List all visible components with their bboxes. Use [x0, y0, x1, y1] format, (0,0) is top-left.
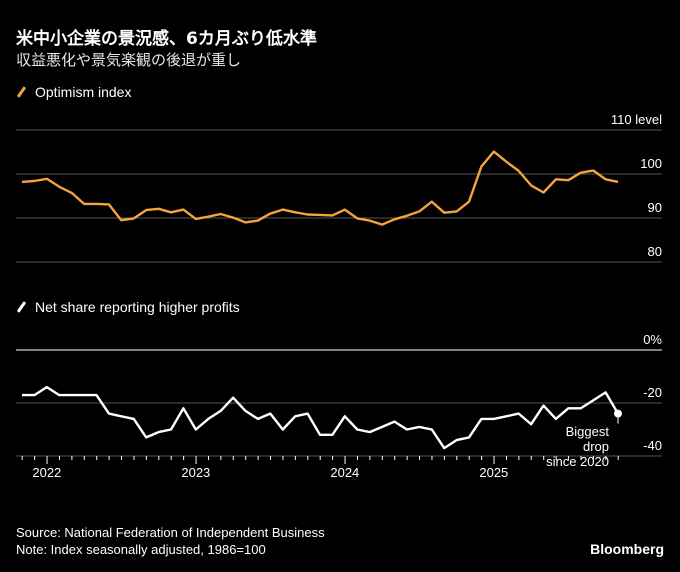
y-tick-label-profits: -20 — [643, 385, 662, 400]
annotation-text: drop — [583, 439, 609, 454]
chart-title: 米中小企業の景況感、6カ月ぶり低水準 — [16, 29, 317, 49]
legend-optimism-label: Optimism index — [35, 84, 132, 100]
y-tick-label-optimism: 80 — [648, 244, 662, 259]
y-tick-label-optimism: 90 — [648, 200, 662, 215]
legend-profits-label: Net share reporting higher profits — [35, 299, 240, 315]
bloomberg-logo: Bloomberg — [590, 541, 664, 557]
y-tick-label-optimism: 110 level — [611, 112, 662, 127]
x-tick-label: 2024 — [330, 465, 359, 480]
legend-profits: Net share reporting higher profits — [16, 299, 240, 315]
series-line-profits — [22, 385, 620, 450]
chart-subtitle: 収益悪化や景気楽観の後退が重し — [16, 51, 242, 69]
source-note: Source: National Federation of Independe… — [16, 525, 325, 540]
annotation-text: since 2020 — [546, 454, 609, 469]
y-tick-label-profits: 0% — [643, 332, 662, 347]
y-tick-label-profits: -40 — [643, 438, 662, 453]
legend-optimism: Optimism index — [16, 84, 131, 100]
y-tick-label-optimism: 100 — [640, 156, 662, 171]
last-point-marker — [614, 409, 622, 418]
x-tick-label: 2023 — [181, 465, 210, 480]
series-line-optimism — [21, 150, 619, 226]
x-tick-label: 2022 — [32, 465, 61, 480]
index-note: Note: Index seasonally adjusted, 1986=10… — [16, 542, 266, 557]
annotation-text: Biggest — [566, 424, 610, 439]
x-tick-label: 2025 — [479, 465, 508, 480]
